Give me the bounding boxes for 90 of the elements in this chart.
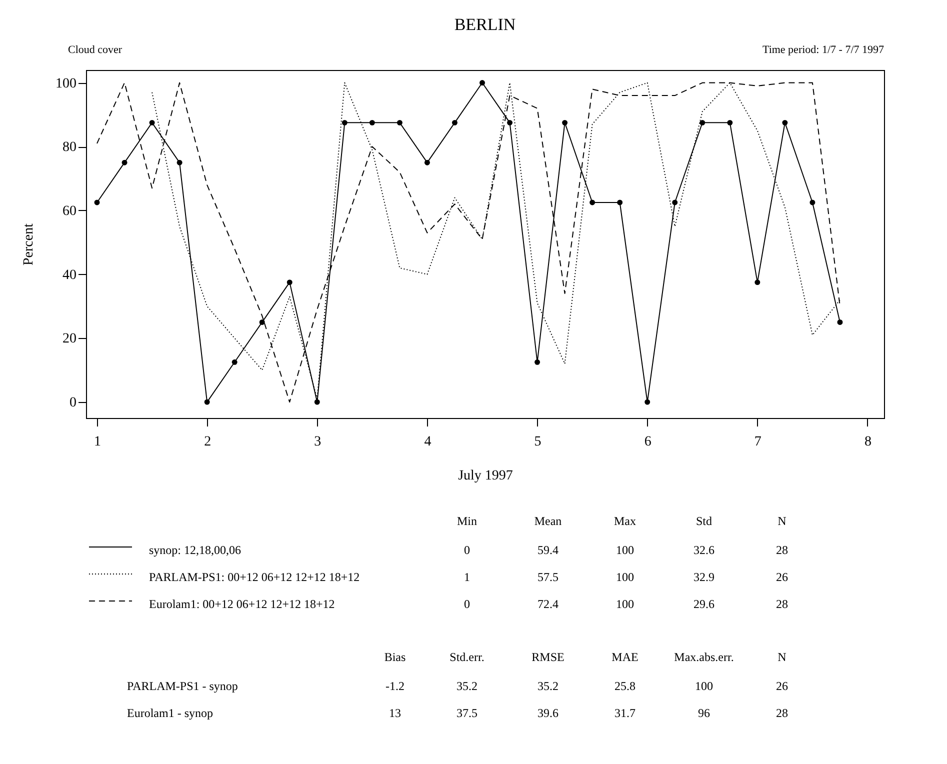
point (94, 200, 100, 206)
text: 57.5 (538, 570, 558, 584)
text: 28 (776, 597, 788, 611)
point (754, 280, 760, 286)
point (176, 160, 182, 166)
point (672, 200, 678, 206)
text: 26 (776, 570, 788, 584)
text: 59.4 (538, 543, 558, 557)
text: 39.6 (538, 706, 558, 720)
text: PARLAM-PS1 - synop (127, 679, 238, 693)
y-tick-label: 60 (62, 204, 76, 219)
x-tick-label: 8 (864, 434, 872, 450)
legend-label: Eurolam1: 00+12 06+12 12+12 18+12 (149, 597, 335, 611)
x-tick-label: 7 (754, 434, 762, 450)
text: Min (456, 514, 478, 528)
point (534, 359, 540, 365)
text: 29.6 (694, 597, 714, 611)
point (617, 200, 623, 206)
x-tick-label: 3 (314, 434, 322, 450)
point (342, 120, 348, 126)
point (314, 399, 320, 405)
x-tick-label: 1 (94, 434, 102, 450)
point (369, 120, 375, 126)
text: Max.abs.err. (674, 650, 734, 664)
text: RMSE (532, 650, 564, 664)
text: Std (696, 514, 712, 528)
point (204, 399, 210, 405)
text: 32.9 (694, 570, 714, 584)
text: Mean (534, 514, 562, 528)
y-axis-title: Percent (22, 223, 36, 266)
y-tick-label: 20 (62, 332, 76, 347)
point (424, 160, 430, 166)
text: 26 (776, 679, 788, 693)
point (149, 120, 155, 126)
chart-title: BERLIN (454, 15, 516, 34)
point (507, 120, 513, 126)
point (590, 200, 596, 206)
legend-label: synop: 12,18,00,06 (149, 543, 242, 557)
x-tick-label: 2 (204, 434, 212, 450)
text: -1.2 (386, 679, 404, 693)
text: 100 (616, 597, 634, 611)
point (259, 319, 265, 325)
text: 37.5 (456, 706, 478, 720)
text: 13 (389, 706, 401, 720)
point (810, 200, 816, 206)
text: 28 (776, 543, 788, 557)
text: Std.err. (450, 650, 484, 664)
y-tick-label: 100 (56, 76, 76, 92)
point (562, 120, 568, 126)
point (644, 399, 650, 405)
y-tick-label: 80 (62, 140, 76, 156)
point (480, 80, 485, 86)
point (837, 319, 843, 325)
text: 35.2 (538, 679, 558, 693)
text: Time period: 1/7 - 7/7 1997 (762, 44, 884, 56)
point (700, 120, 706, 126)
x-tick-label: 4 (424, 434, 432, 450)
x-tick-label: 5 (534, 434, 542, 450)
text: N (778, 650, 787, 664)
text: Max (614, 514, 636, 528)
text: 100 (695, 679, 713, 693)
text: 100 (616, 543, 634, 557)
point (452, 120, 458, 126)
point (727, 120, 733, 126)
text: 100 (616, 570, 634, 584)
point (782, 120, 788, 126)
y-tick-label: 0 (70, 396, 76, 411)
text: 31.7 (614, 706, 636, 720)
text: 0 (464, 543, 470, 557)
text: 1 (464, 570, 470, 584)
text: N (778, 514, 787, 528)
text: MAE (612, 650, 638, 664)
text: 28 (776, 706, 788, 720)
x-tick-label: 6 (644, 434, 652, 450)
text: 35.2 (456, 679, 478, 693)
point (122, 160, 128, 166)
point (232, 359, 238, 365)
text: Bias (384, 650, 406, 664)
legend-label: PARLAM-PS1: 00+12 06+12 12+12 18+12 (149, 570, 360, 584)
x-axis-title: July 1997 (458, 468, 513, 484)
y-tick-label: 40 (62, 268, 76, 283)
point (396, 120, 402, 126)
text: 32.6 (694, 543, 714, 557)
text: 25.8 (614, 679, 636, 693)
text: 96 (698, 706, 710, 720)
text: Cloud cover (68, 44, 122, 56)
text: 0 (464, 597, 470, 611)
text: Eurolam1 - synop (127, 706, 213, 720)
text: 72.4 (538, 597, 558, 611)
point (286, 280, 292, 286)
